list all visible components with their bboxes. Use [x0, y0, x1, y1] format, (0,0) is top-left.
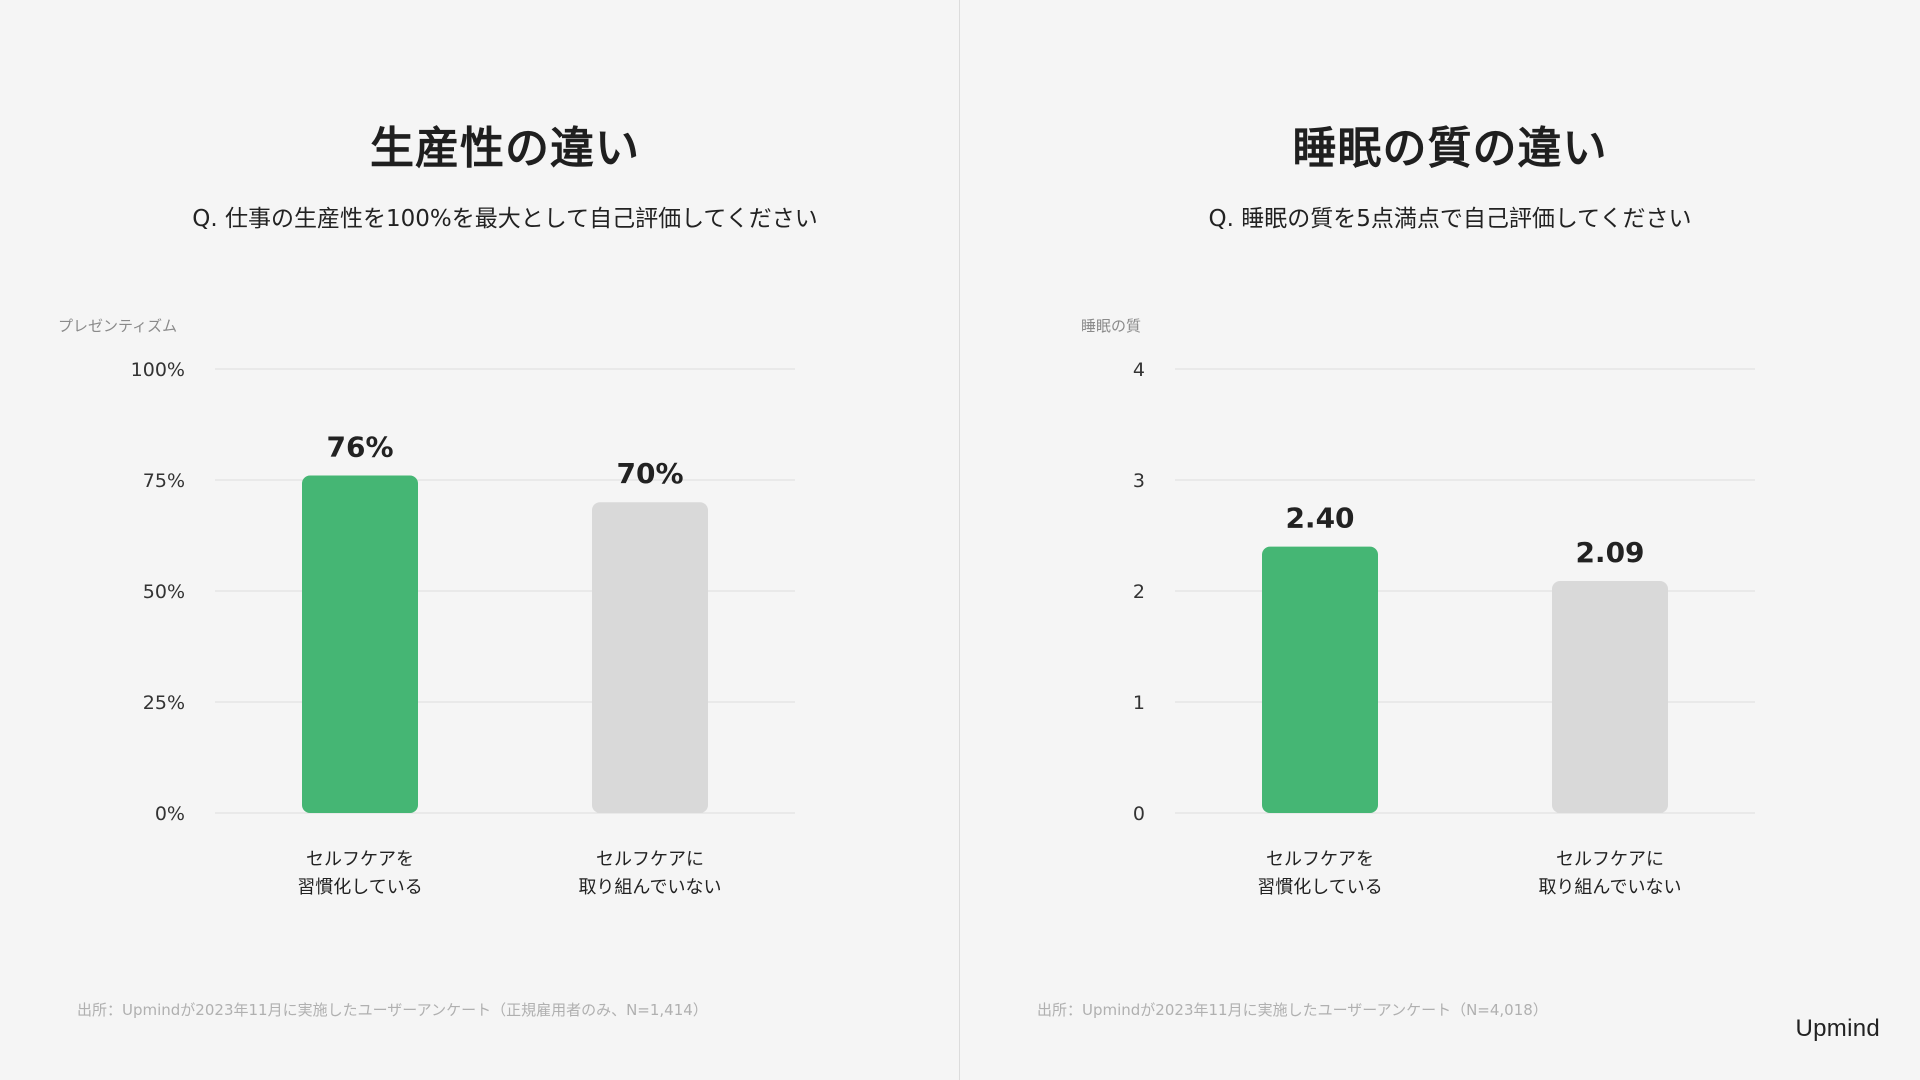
y-tick-label: 0%: [155, 803, 185, 825]
y-tick-label: 3: [1133, 470, 1145, 492]
y-axis-label: プレゼンティズム: [58, 317, 178, 335]
bar-value-label: 2.09: [1575, 536, 1644, 569]
y-tick-label: 75%: [143, 470, 185, 492]
y-tick-label: 100%: [131, 359, 185, 381]
productivity-panel: 生産性の違い Q. 仕事の生産性を100%を最大として自己評価してください プレ…: [58, 123, 818, 1019]
bar-value-label: 70%: [616, 457, 683, 490]
category-label: セルフケアを: [306, 849, 414, 870]
category-label: 習慣化している: [1257, 877, 1382, 898]
panel-title: 睡眠の質の違い: [1292, 123, 1608, 174]
y-tick-label: 2: [1133, 581, 1145, 603]
y-tick-label: 0: [1133, 803, 1145, 825]
question-text: Q. 睡眠の質を5点満点で自己評価してください: [1208, 206, 1692, 232]
category-label: セルフケアに: [1556, 849, 1664, 870]
panel-title: 生産性の違い: [370, 123, 640, 174]
question-text: Q. 仕事の生産性を100%を最大として自己評価してください: [192, 206, 818, 232]
category-label: 習慣化している: [297, 877, 422, 898]
bar: [592, 502, 708, 813]
bar: [1262, 546, 1378, 813]
bar-value-label: 2.40: [1285, 502, 1354, 535]
sleep-quality-panel: 睡眠の質の違い Q. 睡眠の質を5点満点で自己評価してください 睡眠の質 0 1 2…: [960, 0, 1920, 1080]
source-note: 出所：Upmindが2023年11月に実施したユーザーアンケート（正規雇用者のみ…: [77, 1001, 708, 1019]
category-label: セルフケアを: [1266, 849, 1374, 870]
y-tick-label: 4: [1133, 359, 1145, 381]
y-axis-label: 睡眠の質: [1081, 317, 1142, 335]
y-tick-label: 25%: [143, 692, 185, 714]
panel-divider: [959, 0, 960, 1080]
bar: [302, 475, 418, 813]
bar: [1552, 581, 1668, 813]
upmind-logo: Upmind: [1795, 1015, 1880, 1042]
y-tick-label: 50%: [143, 581, 185, 603]
y-tick-label: 1: [1133, 692, 1145, 714]
category-label: 取り組んでいない: [578, 877, 721, 898]
source-note: 出所：Upmindが2023年11月に実施したユーザーアンケート（N=4,018…: [1037, 1001, 1548, 1019]
category-label: 取り組んでいない: [1538, 877, 1681, 898]
category-label: セルフケアに: [596, 849, 704, 870]
bar-value-label: 76%: [326, 431, 393, 464]
